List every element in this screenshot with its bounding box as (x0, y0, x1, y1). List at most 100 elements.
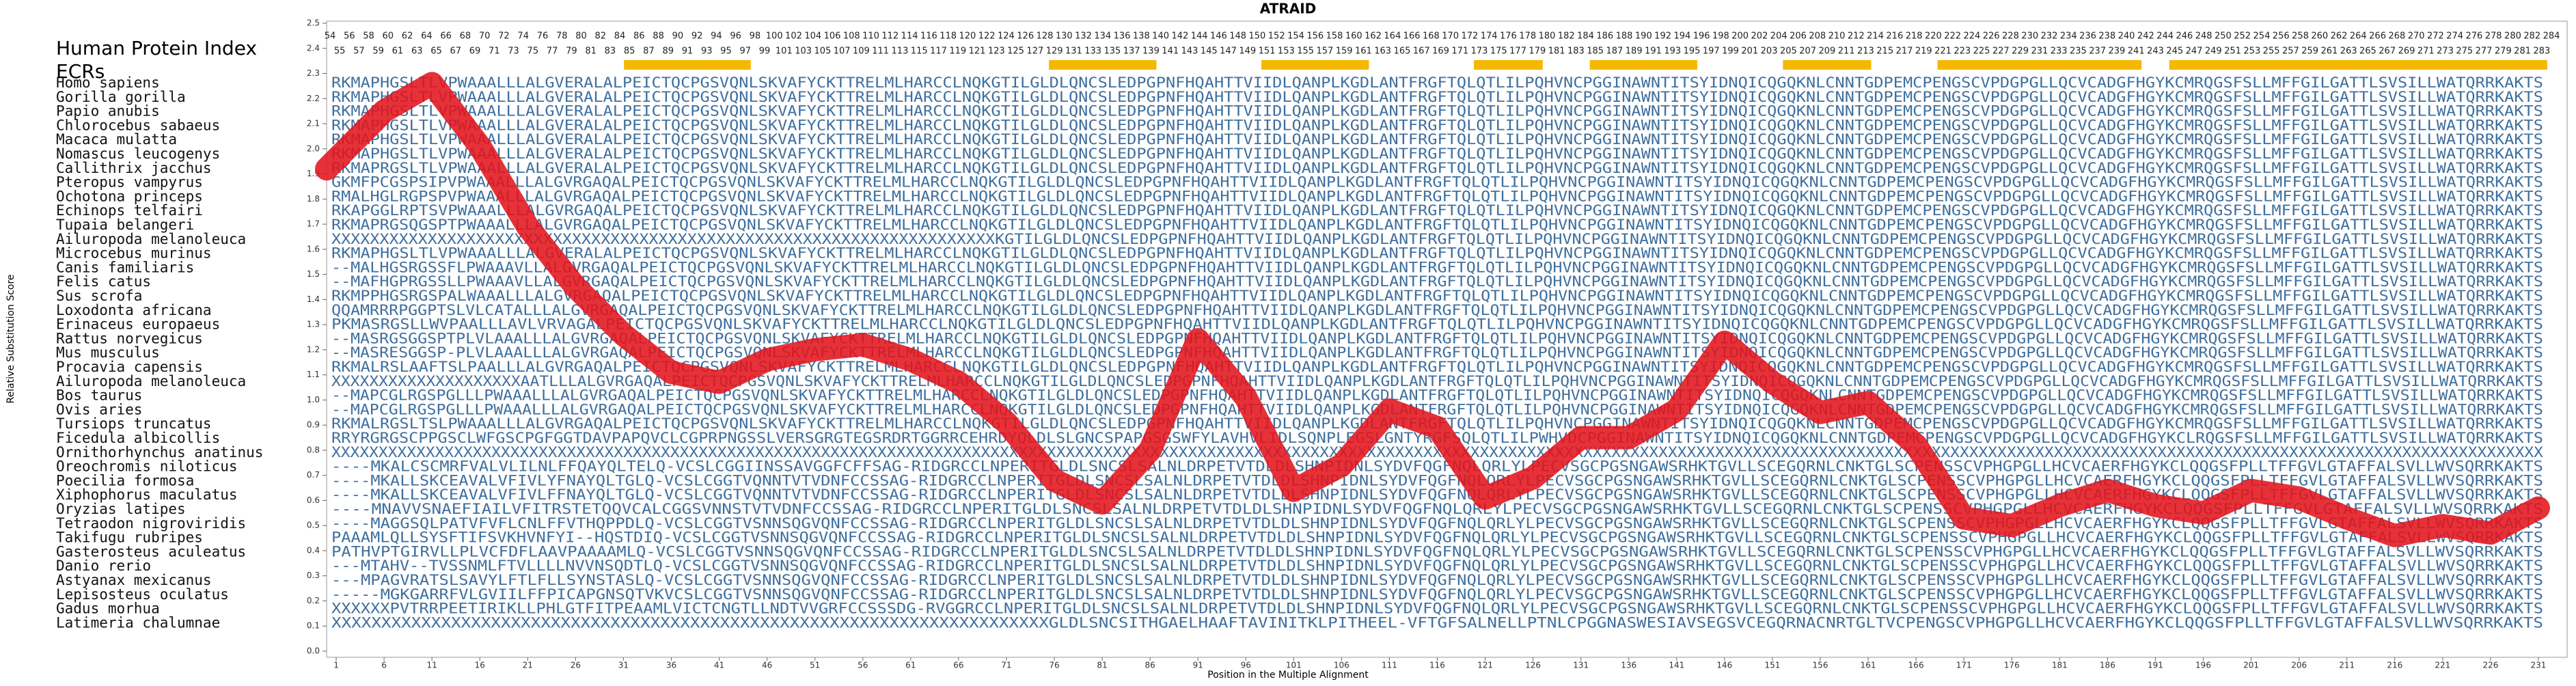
index-number: 189 (1626, 46, 1643, 57)
index-number: 243 (2147, 46, 2164, 57)
index-number: 245 (2166, 46, 2183, 57)
x-tick-label: 11 (427, 661, 437, 670)
x-tick-label: 61 (905, 661, 916, 670)
sequence: XXXXXXXXXXXXXXXXXXXXXXXXXXXXXXXXXXXXXXXX… (331, 614, 2543, 631)
x-tick-label: 171 (1956, 661, 1972, 670)
y-tick-label: 0.5 (307, 521, 320, 530)
species-name: Chlorocebus sabaeus (56, 117, 220, 133)
index-number: 268 (2388, 31, 2405, 42)
sequence: RKAPGGLRPTSVPWAAALLLALGVRGAQALPEICTQCPGS… (331, 202, 2543, 219)
x-tick-label: 191 (2148, 661, 2163, 670)
x-tick-label: 226 (2482, 661, 2498, 670)
y-tick-label: 0.0 (307, 646, 320, 656)
species-name: Astyanax mexicanus (56, 572, 212, 588)
index-number: 57 (353, 46, 365, 57)
species-name: Gorilla gorilla (56, 89, 186, 105)
x-tick-label: 86 (1145, 661, 1155, 670)
index-number: 190 (1635, 31, 1652, 42)
species-name: Erinaceus europaeus (56, 316, 220, 333)
sequence: GKMFPCGSPSIPVPWAAALLLALGVRGAQALPEICTQCPG… (331, 174, 2543, 191)
species-name: Ailuropoda melanoleuca (56, 373, 246, 389)
index-number: 137 (1123, 46, 1140, 57)
index-number: 99 (759, 46, 771, 57)
index-number: 89 (662, 46, 674, 57)
species-name: Oreochromis niloticus (56, 458, 238, 475)
index-number: 54 (325, 31, 336, 42)
index-number: 272 (2427, 31, 2444, 42)
index-number: 238 (2098, 31, 2115, 42)
y-tick-label: 2.2 (307, 94, 320, 103)
index-number: 64 (421, 31, 433, 42)
index-number: 145 (1201, 46, 1218, 57)
species-name: Mus musculus (56, 344, 160, 361)
index-number: 119 (949, 46, 966, 57)
x-tick-label: 231 (2531, 661, 2547, 670)
chart-title: ATRAID (1260, 1, 1317, 17)
index-number: 209 (1818, 46, 1835, 57)
ecr-bar (1589, 60, 1698, 70)
index-number: 281 (2514, 46, 2531, 57)
index-number: 95 (720, 46, 732, 57)
index-number: 179 (1529, 46, 1546, 57)
index-number: 228 (2002, 31, 2019, 42)
index-number: 122 (978, 31, 996, 42)
sequence: RKMAPHGSLTLVPWAAALLLALGVERALALPEICTQCPGS… (331, 89, 2543, 105)
species-name: Xiphophorus maculatus (56, 486, 238, 503)
species-name: Procavia capensis (56, 359, 203, 375)
x-tick-label: 161 (1861, 661, 1876, 670)
y-tick-label: 1.8 (307, 194, 320, 204)
species-name: Canis familiaris (56, 259, 194, 275)
index-number: 157 (1316, 46, 1333, 57)
index-number: 161 (1355, 46, 1372, 57)
index-number: 106 (824, 31, 841, 42)
index-number: 66 (440, 31, 452, 42)
index-number: 253 (2243, 46, 2260, 57)
y-tick-label: 1.3 (307, 320, 320, 329)
sequence: RKMAPHGSLTLVPWAAALLLALGVERALALPEICTQCPGS… (331, 245, 2543, 262)
x-tick-label: 96 (1241, 661, 1251, 670)
index-number: 88 (653, 31, 664, 42)
species-name: Macaca mulatta (56, 131, 177, 148)
index-number: 258 (2292, 31, 2309, 42)
index-number: 186 (1596, 31, 1613, 42)
index-number: 108 (843, 31, 860, 42)
index-number: 110 (862, 31, 879, 42)
index-number: 171 (1451, 46, 1468, 57)
index-number: 72 (498, 31, 510, 42)
y-tick-label: 1.2 (307, 344, 320, 354)
y-tick-label: 0.7 (307, 470, 320, 480)
sequence: RKMAPHGSLTLVPWAAALLLALGVERALALPEICTQCPGS… (331, 131, 2543, 148)
index-number: 221 (1934, 46, 1951, 57)
y-tick-label: 1.5 (307, 269, 320, 279)
index-number: 169 (1432, 46, 1449, 57)
x-axis-label: Position in the Multiple Alignment (1207, 670, 1369, 681)
index-number: 149 (1239, 46, 1256, 57)
index-number: 278 (2485, 31, 2502, 42)
index-number: 113 (892, 46, 909, 57)
index-number: 130 (1056, 31, 1073, 42)
x-tick-label: 186 (2100, 661, 2115, 670)
index-number: 229 (2012, 46, 2029, 57)
index-number: 127 (1026, 46, 1043, 57)
index-number: 242 (2137, 31, 2154, 42)
sequence: --MALHGSRGSSFLPWAAAVLLALGVRGAQALPEICTQCP… (331, 259, 2543, 275)
index-number: 67 (450, 46, 461, 57)
index-number: 192 (1654, 31, 1671, 42)
index-number: 78 (556, 31, 568, 42)
index-number: 249 (2205, 46, 2222, 57)
index-number: 140 (1152, 31, 1169, 42)
x-tick-label: 1 (333, 661, 339, 670)
sequence: QQAMRRRPGGPTSLVLCATALLLALGVRGAQALPEICTQC… (331, 302, 2543, 318)
index-number: 215 (1876, 46, 1893, 57)
species-name: Sus scrofa (56, 288, 142, 304)
x-tick-label: 206 (2291, 661, 2307, 670)
index-number: 70 (479, 31, 491, 42)
index-number: 83 (605, 46, 616, 57)
index-number: 275 (2456, 46, 2473, 57)
plot-frame (326, 20, 2568, 658)
index-number: 85 (624, 46, 635, 57)
index-number: 69 (469, 46, 481, 57)
index-number: 136 (1114, 31, 1131, 42)
x-tick-label: 36 (666, 661, 676, 670)
